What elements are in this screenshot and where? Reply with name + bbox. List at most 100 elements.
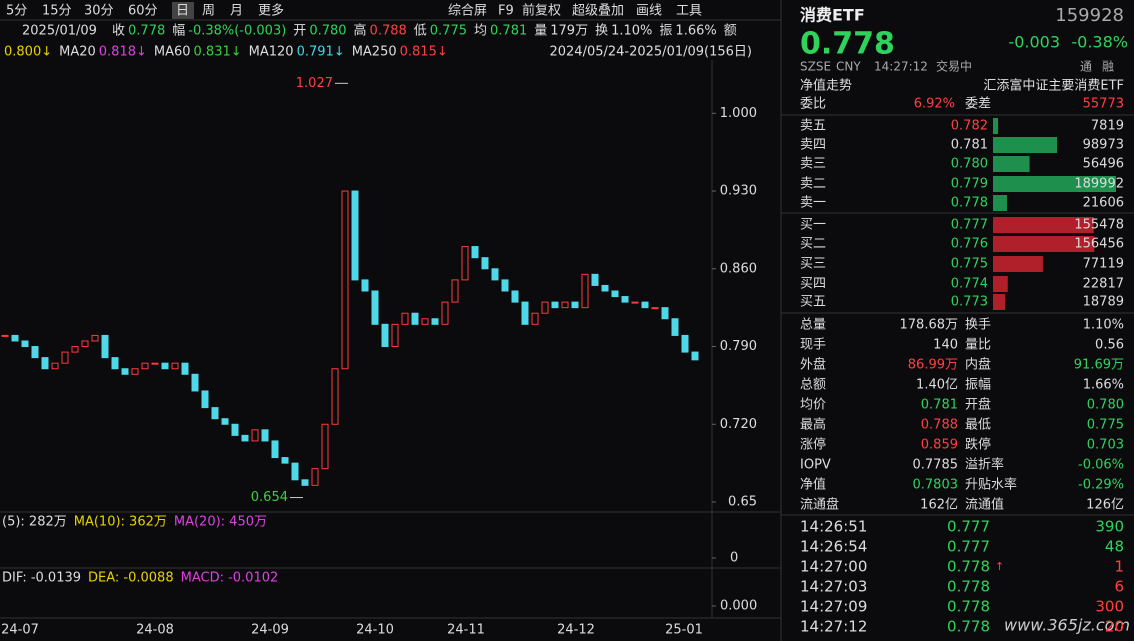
row-value: -0.38%(-0.003) xyxy=(188,24,286,39)
stat-label: 外盘 xyxy=(800,357,826,373)
period-tab[interactable]: 日 xyxy=(176,4,189,19)
candle xyxy=(461,246,469,281)
row-value: (5): 282万 xyxy=(2,515,67,530)
fund-name: 汇添富中证主要消费ETF xyxy=(983,78,1124,94)
candle xyxy=(621,296,629,303)
book-price: 0.774 xyxy=(951,277,988,292)
row-label: 高 xyxy=(354,23,367,39)
candle xyxy=(41,357,49,370)
period-tab[interactable]: 月 xyxy=(230,4,243,19)
stat-label: 跌停 xyxy=(965,437,991,453)
book-label: 卖一 xyxy=(800,196,826,211)
candle xyxy=(1,334,9,337)
stat-label: 溢折率 xyxy=(965,457,1004,473)
candle xyxy=(201,390,209,409)
trade-volume: 300 xyxy=(1095,598,1124,616)
tool-button[interactable]: 超级叠加 xyxy=(572,4,624,19)
book-label: 卖五 xyxy=(800,119,826,134)
book-bar xyxy=(993,156,1030,172)
candle xyxy=(361,279,369,292)
price: 0.778 xyxy=(800,27,895,62)
stat-label: 流通盘 xyxy=(800,497,839,513)
period-tab[interactable]: 30分 xyxy=(84,4,114,19)
book-price: 0.777 xyxy=(951,218,988,233)
trade-time: 14:27:03 xyxy=(800,578,867,596)
candle xyxy=(441,301,449,325)
candle xyxy=(551,301,559,309)
row-label: 收 xyxy=(112,24,125,39)
trade-time: 14:27:12 xyxy=(800,618,867,636)
candle xyxy=(471,246,479,259)
book-price: 0.775 xyxy=(951,257,988,272)
stat-label: 总额 xyxy=(800,378,826,393)
low-label: 0.654 xyxy=(251,490,288,505)
row-value: 0.788 xyxy=(370,24,407,39)
book-volume: 77119 xyxy=(1083,257,1124,272)
trade-price: 0.778 xyxy=(947,578,990,596)
period-tab[interactable]: 5分 xyxy=(6,4,27,19)
trade-price: 0.777 xyxy=(947,538,990,556)
period-tab[interactable]: 周 xyxy=(202,4,215,19)
book-price: 0.773 xyxy=(951,295,988,310)
candle xyxy=(601,284,609,292)
x-tick-label: 24-08 xyxy=(136,623,174,638)
row-label: 换 xyxy=(595,24,608,39)
trade-volume: 6 xyxy=(1114,578,1124,596)
candle xyxy=(181,362,189,375)
candle xyxy=(151,362,159,365)
y-tick-label: 0.930 xyxy=(720,184,757,199)
change: -0.003 xyxy=(1008,33,1060,52)
candle xyxy=(681,334,689,353)
stat-label: 流通值 xyxy=(965,497,1004,513)
ratio-label: 委比 xyxy=(800,97,826,112)
book-bar xyxy=(993,294,1006,310)
book-price: 0.780 xyxy=(951,157,988,172)
stat-value: 178.68万 xyxy=(900,318,959,333)
trade-volume: 1 xyxy=(1114,558,1124,576)
book-price: 0.778 xyxy=(951,196,988,211)
trade-price: 0.777 xyxy=(947,518,990,536)
candle xyxy=(261,429,269,442)
status: 交易中 xyxy=(936,59,972,74)
tool-button[interactable]: F9 xyxy=(498,4,514,19)
tool-button[interactable]: 画线 xyxy=(636,4,662,19)
y-tick-label: 0 xyxy=(730,551,738,566)
candle xyxy=(61,351,69,364)
row-value: 0.778 xyxy=(128,24,165,39)
candle xyxy=(31,346,39,359)
candle xyxy=(311,468,319,486)
y-tick-label: 1.000 xyxy=(720,106,757,121)
book-price: 0.776 xyxy=(951,237,988,252)
book-bar xyxy=(993,137,1058,153)
tool-button[interactable]: 前复权 xyxy=(522,3,561,19)
candle xyxy=(391,323,399,348)
period-tab[interactable]: 60分 xyxy=(128,4,158,19)
book-label: 买二 xyxy=(800,237,826,252)
candle xyxy=(341,190,349,370)
candle xyxy=(251,429,259,442)
row-value: 179万 xyxy=(550,24,588,39)
book-bar xyxy=(993,176,1116,192)
candle xyxy=(211,407,219,420)
stat-value: 0.703 xyxy=(1087,438,1124,453)
row-label: 均 xyxy=(474,24,487,39)
trade-volume: 48 xyxy=(1105,538,1124,556)
book-label: 卖二 xyxy=(800,177,826,192)
row-label: MA20 xyxy=(59,45,96,60)
status: SZSE xyxy=(800,60,831,74)
period-tab[interactable]: 15分 xyxy=(42,4,72,19)
book-label: 卖三 xyxy=(800,157,826,172)
tool-button[interactable]: 工具 xyxy=(676,4,702,19)
stat-value: 0.859 xyxy=(921,438,958,453)
period-tab[interactable]: 更多 xyxy=(258,3,284,19)
stat-label: 换手 xyxy=(965,318,991,333)
tool-button[interactable]: 综合屏 xyxy=(448,4,487,19)
status: CNY xyxy=(836,60,861,74)
y-tick-label: 0.860 xyxy=(720,261,757,276)
high-label: 1.027 xyxy=(296,76,333,91)
x-tick-label: 24-11 xyxy=(447,623,485,638)
stat-value: 91.69万 xyxy=(1074,358,1124,373)
trade-volume: 390 xyxy=(1095,518,1124,536)
candle xyxy=(11,334,19,342)
